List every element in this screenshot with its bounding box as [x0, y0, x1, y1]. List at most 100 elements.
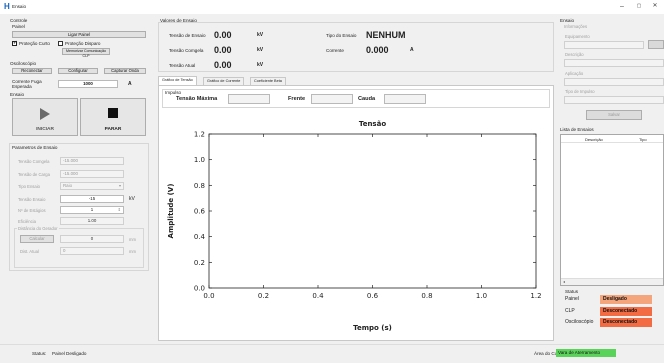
status-painel-label: Painel [565, 296, 579, 302]
frente-field [311, 94, 353, 104]
y-tick-label: 0.0 [194, 285, 205, 293]
impulso-title: Impulso [165, 90, 182, 95]
capturar-onda-button[interactable]: Capturar Onda [104, 68, 146, 74]
corrente-fuga-label: Corrente Fuga Esperada [12, 79, 42, 89]
valores-tensao-ensaio-value: 0.00 [214, 30, 232, 40]
protecao-disparo-checkbox[interactable] [58, 41, 63, 46]
corrente-label-center: Corrente [326, 48, 344, 53]
spin-arrows-icon[interactable]: ⇕ [117, 207, 121, 212]
close-button[interactable]: ✕ [652, 3, 658, 9]
corrente-fuga-input[interactable]: 1000 [58, 80, 118, 88]
app-icon: H [4, 2, 10, 11]
frente-label: Frente [288, 96, 306, 102]
y-tick-label: 1.0 [194, 156, 205, 164]
distancia-group [14, 228, 144, 268]
valores-tensao-atual-value: 0.00 [214, 60, 232, 70]
corrente-unit-center: A [410, 47, 414, 53]
tipo-ensaio-label-center: Tipo do Ensaio [326, 33, 357, 38]
scroll-left-icon[interactable]: ◂ [563, 279, 566, 284]
corrente-value-center: 0.000 [366, 45, 389, 55]
informacoes-title: Informações [564, 24, 588, 29]
valores-tensao-comgela-label: Tensão Comgela [169, 48, 204, 53]
calcular-button[interactable]: Calcular [20, 235, 54, 243]
n-estagios-stepper[interactable]: 1 ⇕ [60, 206, 124, 214]
x-tick-label: 0.2 [258, 292, 269, 300]
eficiencia-label: Eficiência [18, 219, 36, 224]
maximize-button[interactable]: ▢ [636, 3, 642, 9]
tipo-ensaio-select[interactable]: Raio ▾ [60, 182, 124, 190]
tensao-carga-field: -15.000 [60, 170, 124, 178]
tab-coeficiente-beta[interactable]: Coeficiente Beta [250, 77, 286, 85]
parar-button[interactable]: PARAR [80, 98, 146, 136]
equipamento-label: Equipamento [565, 34, 590, 39]
dist-atual-field: 0 [60, 247, 124, 255]
x-tick-label: 1.0 [476, 292, 487, 300]
tensao-chart: Tensão Tempo (s) Amplitude (V) 0.0 0.2 0.4 0.6… [167, 120, 542, 332]
cauda-field [384, 94, 426, 104]
tensao-carga-label: Tensão de Carga [18, 172, 50, 177]
status-box-title: Status [565, 289, 579, 294]
salvar-button[interactable]: Salvar [586, 110, 642, 120]
iniciar-button[interactable]: INICIAR [12, 98, 78, 136]
plot-area [208, 133, 537, 289]
statusbar-value: Painel Desligado [52, 351, 87, 356]
reconectar-button[interactable]: Reconectar [12, 68, 52, 74]
n-estagios-label: Nº de Estágios [18, 208, 46, 213]
check-icon: ✓ [13, 40, 18, 46]
parametros-group [9, 143, 149, 271]
distancia-title: Distância do Gerador [17, 226, 59, 231]
corrente-fuga-unit: A [128, 81, 132, 87]
valores-tensao-ensaio-label: Tensão de Ensaio [169, 33, 206, 38]
iniciar-label: INICIAR [36, 127, 54, 132]
minimize-button[interactable]: – [620, 3, 624, 10]
status-clp-label: CLP [565, 308, 575, 314]
lista-ensaios-table[interactable]: Descrição Tipo ◂ [560, 134, 664, 286]
x-tick-label: 0.8 [421, 292, 432, 300]
configurar-button[interactable]: Configurar [58, 68, 98, 74]
y-tick-label: 0.8 [194, 182, 205, 190]
calcular-unit: mm [129, 237, 136, 242]
cauda-label: Cauda [358, 96, 376, 102]
statusbar-label: Status: [32, 351, 47, 356]
protecao-disparo-label: Proteção Disparo [65, 41, 101, 46]
eficiencia-field: 1.00 [60, 217, 124, 225]
title-bar: H Ensaio – ▢ ✕ [0, 0, 664, 14]
play-icon [40, 108, 50, 120]
tensao-comgela-field: -15.000 [60, 157, 124, 165]
aplicacao-label: Aplicação [565, 71, 584, 76]
col-tipo[interactable]: Tipo [639, 137, 647, 142]
horizontal-scrollbar[interactable]: ◂ [561, 278, 663, 285]
col-descricao[interactable]: Descrição [585, 137, 603, 142]
equipamento-button[interactable] [648, 40, 664, 49]
calcular-field: 0 [60, 235, 124, 243]
descricao-label: Descrição [565, 52, 584, 57]
valores-tensao-comgela-value: 0.00 [214, 45, 232, 55]
tipo-ensaio-label: Tipo Ensaio [18, 184, 40, 189]
y-tick-label: 0.2 [194, 259, 205, 267]
tensao-ensaio-input[interactable]: -15 [60, 195, 124, 203]
equipamento-field [564, 41, 644, 49]
tensao-comgela-label: Tensão Comgela [18, 159, 50, 164]
chart-title: Tensão [359, 120, 386, 128]
tab-grafico-tensao[interactable]: Gráfico de Tensão [158, 76, 197, 85]
aplicacao-field [564, 78, 664, 86]
memorizar-clp-button[interactable]: Memorizar Comunicação CLP [62, 48, 110, 58]
x-tick-label: 0.6 [367, 292, 379, 300]
tensao-ensaio-unit: kV [129, 196, 135, 202]
y-tick-label: 0.4 [194, 233, 206, 241]
ensaio-title: Ensaio [10, 92, 25, 97]
status-bar [0, 344, 664, 363]
tensao-maxima-field [228, 94, 270, 104]
table-header [561, 135, 663, 143]
tab-grafico-corrente[interactable]: Gráfico de Corrente [203, 77, 245, 85]
status-painel-value: Desligado [600, 295, 652, 304]
controle-title: Controle [10, 18, 28, 23]
parar-label: PARAR [104, 127, 122, 132]
ligar-painel-button[interactable]: Ligar Painel [12, 31, 146, 38]
x-tick-label: 1.2 [530, 292, 541, 300]
dist-atual-label: Dist. Atual [20, 249, 39, 254]
protecao-curto-checkbox[interactable] [12, 41, 17, 46]
impulso-group [162, 89, 550, 108]
tensao-maxima-label: Tensão Máxima [176, 96, 218, 102]
parametros-title: Parametros de Ensaio [12, 145, 58, 150]
